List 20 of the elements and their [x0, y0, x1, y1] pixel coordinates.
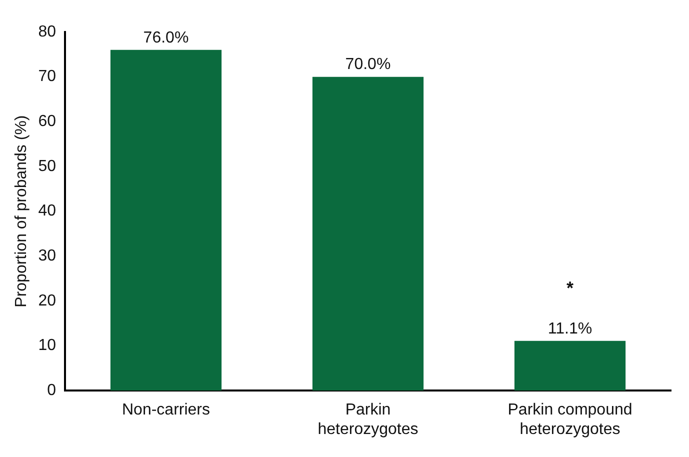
bar: [110, 50, 222, 391]
data-label: 70.0%: [345, 56, 391, 74]
annotation: *: [566, 278, 574, 298]
y-tick-label: 70: [38, 68, 56, 86]
y-tick-label: 30: [38, 248, 56, 265]
y-tick-label: 10: [38, 337, 56, 354]
bar: [514, 340, 626, 391]
y-tick-label: 40: [38, 202, 56, 220]
data-label: 11.1%: [548, 320, 592, 338]
y-tick-label: 80: [38, 23, 56, 40]
y-axis-title: Proportion of probands (%): [13, 115, 30, 308]
bar: [312, 76, 424, 391]
x-tick-label: Non-carriers: [122, 402, 210, 419]
data-label: 76.0%: [143, 29, 189, 46]
y-tick-label: 20: [38, 292, 56, 310]
x-tick-label: Parkin heterozygotes: [318, 402, 418, 438]
y-tick-label: 0: [47, 382, 56, 400]
y-tick-label: 60: [38, 113, 56, 130]
x-tick-label: Parkin compound heterozygotes: [508, 402, 632, 438]
y-tick-label: 50: [38, 158, 56, 175]
